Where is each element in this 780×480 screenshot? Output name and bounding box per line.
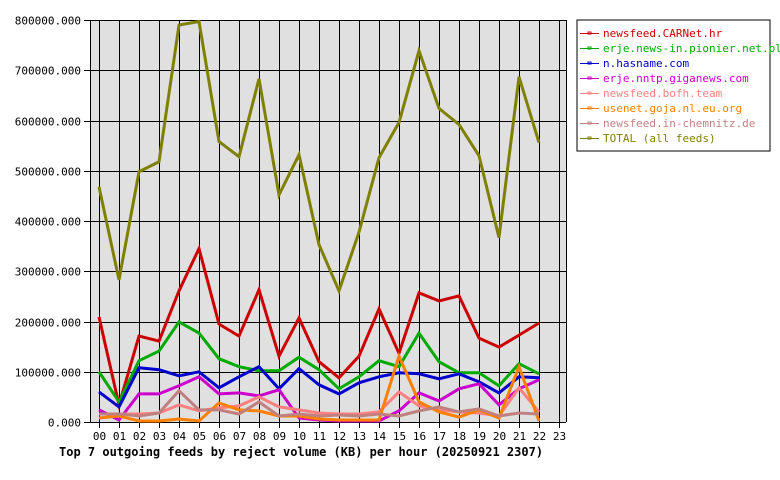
x-tick-label: 03 bbox=[153, 430, 166, 443]
x-tick-label: 11 bbox=[313, 430, 326, 443]
series-line bbox=[97, 244, 540, 411]
legend-entry: erje.nntp.giganews.com bbox=[603, 72, 749, 85]
y-tick-label: 500000.000 bbox=[15, 166, 81, 179]
series-line bbox=[98, 351, 541, 423]
x-axis-ticks: 00 01 02 03 04 05 06 07 08 09 10 11 12 13 14 15 16 17 18 19… bbox=[93, 430, 566, 443]
series-line bbox=[99, 388, 540, 418]
legend-entry: n.hasname.com bbox=[603, 57, 689, 70]
series-line bbox=[97, 320, 540, 405]
x-tick-label: 05 bbox=[193, 430, 206, 443]
x-tick-label: 07 bbox=[233, 430, 246, 443]
y-tick-label: 0.000 bbox=[48, 417, 81, 430]
x-tick-label: 06 bbox=[213, 430, 226, 443]
y-tick-label: 700000.000 bbox=[15, 65, 81, 78]
x-tick-label: 18 bbox=[453, 430, 466, 443]
series-line bbox=[98, 364, 540, 410]
x-tick-label: 21 bbox=[513, 430, 526, 443]
x-tick-label: 23 bbox=[553, 430, 566, 443]
legend-entry: newsfeed.bofh.team bbox=[603, 87, 723, 100]
legend-entry: newsfeed.in-chemnitz.de bbox=[603, 117, 755, 130]
legend-entry: TOTAL (all feeds) bbox=[603, 132, 716, 145]
x-tick-label: 15 bbox=[393, 430, 406, 443]
x-tick-label: 12 bbox=[333, 430, 346, 443]
x-tick-label: 22 bbox=[533, 430, 546, 443]
x-tick-label: 13 bbox=[353, 430, 366, 443]
x-tick-label: 09 bbox=[273, 430, 286, 443]
legend-entry: usenet.goja.nl.eu.org bbox=[603, 102, 742, 115]
chart-title: Top 7 outgoing feeds by reject volume (K… bbox=[59, 445, 543, 459]
y-tick-label: 300000.000 bbox=[15, 266, 81, 279]
x-tick-label: 16 bbox=[413, 430, 426, 443]
x-tick-label: 00 bbox=[93, 430, 106, 443]
data-series bbox=[97, 19, 541, 423]
series-line bbox=[97, 19, 541, 295]
legend: newsfeed.CARNet.hr erje.news-in.pionier.n… bbox=[576, 19, 780, 152]
x-tick-label: 10 bbox=[293, 430, 306, 443]
x-tick-label: 17 bbox=[433, 430, 446, 443]
x-tick-label: 02 bbox=[133, 430, 146, 443]
x-tick-label: 01 bbox=[113, 430, 126, 443]
legend-entry: erje.news-in.pionier.net.pl bbox=[603, 42, 780, 55]
y-tick-label: 800000.000 bbox=[15, 15, 81, 28]
x-tick-label: 04 bbox=[173, 430, 187, 443]
x-tick-label: 08 bbox=[253, 430, 266, 443]
x-tick-label: 20 bbox=[493, 430, 506, 443]
y-tick-label: 600000.000 bbox=[15, 116, 81, 129]
x-tick-label: 19 bbox=[473, 430, 486, 443]
y-tick-label: 200000.000 bbox=[15, 317, 81, 330]
legend-entry: newsfeed.CARNet.hr bbox=[603, 27, 723, 40]
grid-lines bbox=[84, 20, 567, 428]
y-tick-label: 400000.000 bbox=[15, 216, 81, 229]
y-axis-ticks: 0.000 100000.000 200000.000 300000.000 40000… bbox=[15, 15, 81, 430]
y-tick-label: 100000.000 bbox=[15, 367, 81, 380]
x-tick-label: 14 bbox=[373, 430, 387, 443]
